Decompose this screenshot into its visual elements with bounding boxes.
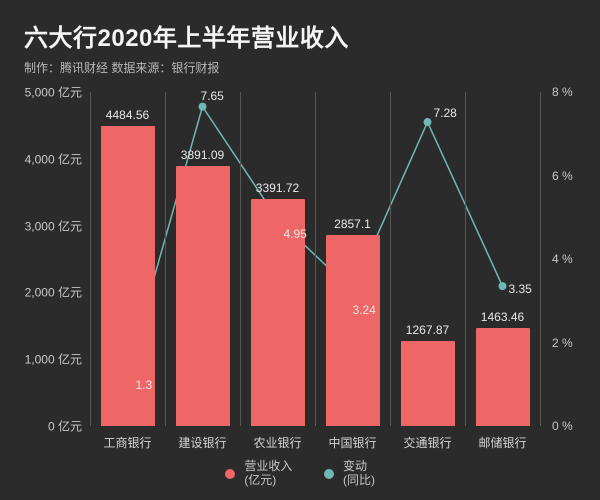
chart-subtitle: 制作：腾讯财经 数据来源：银行财报	[24, 59, 576, 76]
legend-item-line: 变动 (同比)	[324, 460, 375, 488]
line-value-label: 7.28	[434, 106, 457, 120]
bar-value-label: 1267.87	[406, 323, 449, 337]
legend-bar-line2: (亿元)	[244, 473, 276, 487]
gridline-vertical	[390, 92, 391, 426]
y-right-tick: 6 %	[544, 169, 600, 183]
y-left-tick: 3,000 亿元	[0, 217, 88, 234]
bar-value-label: 1463.46	[481, 310, 524, 324]
bar-value-label: 2857.1	[334, 217, 371, 231]
y-left-tick: 2,000 亿元	[0, 284, 88, 301]
line-value-label: 1.3	[136, 378, 153, 392]
legend-bar-line1: 营业收入	[244, 459, 292, 473]
line-marker-icon	[499, 282, 507, 290]
legend-swatch-bar-icon	[225, 469, 235, 479]
legend-line-line1: 变动	[343, 459, 367, 473]
gridline-vertical	[165, 92, 166, 426]
bar	[326, 235, 380, 426]
line-value-label: 3.24	[353, 303, 376, 317]
bar-value-label: 3891.09	[181, 148, 224, 162]
legend: 营业收入 (亿元) 变动 (同比)	[0, 460, 600, 488]
gridline-vertical	[240, 92, 241, 426]
line-value-label: 4.95	[284, 227, 307, 241]
legend-item-bar: 营业收入 (亿元)	[225, 460, 292, 488]
x-category-label: 邮储银行	[478, 434, 526, 451]
bar-value-label: 4484.56	[106, 108, 149, 122]
line-value-label: 3.35	[509, 282, 532, 296]
legend-line-line2: (同比)	[343, 473, 375, 487]
chart-title: 六大行2020年上半年营业收入	[24, 18, 576, 53]
x-category-label: 交通银行	[403, 434, 451, 451]
y-left-tick: 0 亿元	[0, 418, 88, 435]
line-value-label: 7.65	[201, 89, 224, 103]
y-left-tick: 1,000 亿元	[0, 351, 88, 368]
legend-label-line: 变动 (同比)	[343, 460, 375, 488]
y-left-tick: 5,000 亿元	[0, 84, 88, 101]
x-category-label: 工商银行	[103, 434, 151, 451]
line-marker-icon	[199, 103, 207, 111]
plot-area: 4484.56 3891.09 3391.72 2857.1 1267.87 1463.4…	[90, 92, 540, 426]
line-marker-icon	[424, 118, 432, 126]
x-category-label: 建设银行	[178, 434, 226, 451]
legend-label-bar: 营业收入 (亿元)	[244, 460, 292, 488]
legend-swatch-line-icon	[324, 469, 334, 479]
gridline-vertical	[315, 92, 316, 426]
bar	[476, 328, 530, 426]
gridline-vertical	[540, 92, 541, 426]
gridline-vertical	[465, 92, 466, 426]
y-right-tick: 4 %	[544, 252, 600, 266]
y-right-tick: 0 %	[544, 419, 600, 433]
y-right-tick: 8 %	[544, 85, 600, 99]
chart-container: 六大行2020年上半年营业收入 制作：腾讯财经 数据来源：银行财报 4484.5…	[0, 0, 600, 500]
gridline-vertical	[90, 92, 91, 426]
x-category-label: 农业银行	[253, 434, 301, 451]
bar	[176, 166, 230, 426]
y-right-tick: 2 %	[544, 336, 600, 350]
x-category-label: 中国银行	[328, 434, 376, 451]
bar-value-label: 3391.72	[256, 181, 299, 195]
y-left-tick: 4,000 亿元	[0, 150, 88, 167]
bar	[401, 341, 455, 426]
